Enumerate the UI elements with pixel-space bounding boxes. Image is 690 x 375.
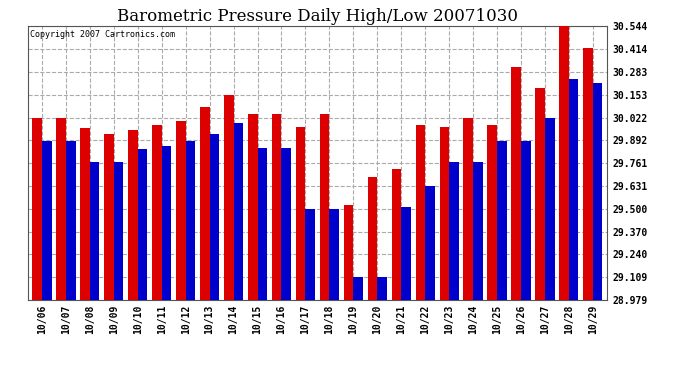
Text: Copyright 2007 Cartronics.com: Copyright 2007 Cartronics.com bbox=[30, 30, 175, 39]
Bar bbox=[497, 141, 506, 300]
Bar bbox=[42, 141, 52, 300]
Bar bbox=[66, 141, 75, 300]
Bar bbox=[415, 125, 425, 300]
Bar bbox=[487, 125, 497, 300]
Bar bbox=[32, 118, 42, 300]
Bar bbox=[377, 277, 387, 300]
Title: Barometric Pressure Daily High/Low 20071030: Barometric Pressure Daily High/Low 20071… bbox=[117, 8, 518, 25]
Bar bbox=[234, 123, 243, 300]
Bar bbox=[521, 141, 531, 300]
Bar bbox=[329, 209, 339, 300]
Bar bbox=[449, 162, 459, 300]
Bar bbox=[114, 162, 124, 300]
Bar bbox=[545, 118, 555, 300]
Bar bbox=[224, 95, 234, 300]
Bar bbox=[104, 134, 114, 300]
Bar bbox=[272, 114, 282, 300]
Bar bbox=[583, 48, 593, 300]
Bar bbox=[80, 128, 90, 300]
Bar bbox=[248, 114, 257, 300]
Bar bbox=[186, 141, 195, 300]
Bar bbox=[560, 22, 569, 300]
Bar bbox=[200, 107, 210, 300]
Bar bbox=[593, 83, 602, 300]
Bar bbox=[152, 125, 161, 300]
Bar bbox=[353, 277, 363, 300]
Bar bbox=[511, 67, 521, 300]
Bar bbox=[401, 207, 411, 300]
Bar bbox=[464, 118, 473, 300]
Bar bbox=[368, 177, 377, 300]
Bar bbox=[473, 162, 483, 300]
Bar bbox=[128, 130, 138, 300]
Bar bbox=[569, 80, 578, 300]
Bar bbox=[90, 162, 99, 300]
Bar bbox=[57, 118, 66, 300]
Bar bbox=[138, 149, 148, 300]
Bar bbox=[210, 134, 219, 300]
Bar bbox=[257, 148, 267, 300]
Bar bbox=[425, 186, 435, 300]
Bar bbox=[296, 127, 306, 300]
Bar bbox=[282, 148, 291, 300]
Bar bbox=[176, 122, 186, 300]
Bar bbox=[319, 114, 329, 300]
Bar bbox=[344, 206, 353, 300]
Bar bbox=[440, 127, 449, 300]
Bar bbox=[306, 209, 315, 300]
Bar bbox=[161, 146, 171, 300]
Bar bbox=[535, 88, 545, 300]
Bar bbox=[392, 169, 401, 300]
